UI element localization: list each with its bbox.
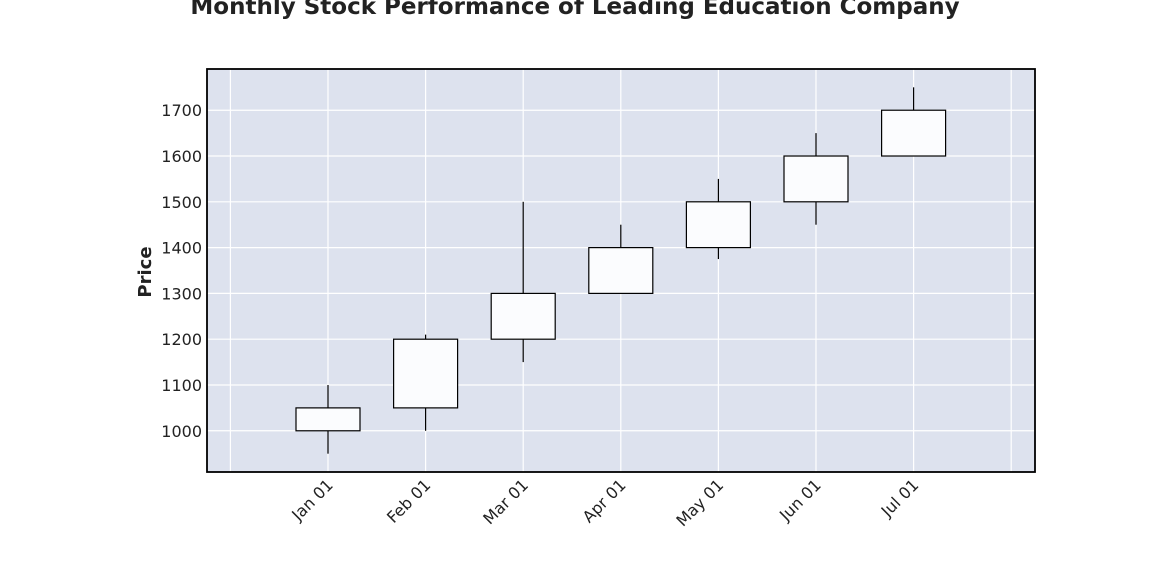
x-axis-ticks: Jan 01 Feb 01 Mar 01 Apr 01 May 01 Jun 01 Jul … [287, 475, 922, 530]
candle-body [685, 201, 752, 249]
x-tick-label: Jan 01 [287, 475, 337, 525]
y-tick-label: 1000 [161, 422, 202, 441]
chart-title: Monthly Stock Performance of Leading Edu… [190, 0, 960, 20]
x-tick-label: Mar 01 [479, 475, 532, 528]
plot-frame [206, 68, 1036, 473]
candle-body [295, 407, 361, 432]
y-tick-label: 1600 [161, 147, 202, 166]
x-tick-label: Apr 01 [579, 475, 630, 526]
candle-body [588, 247, 654, 294]
y-tick-label: 1700 [161, 101, 202, 120]
y-tick-label: 1400 [161, 239, 202, 258]
y-tick-label: 1100 [161, 376, 202, 395]
candle-body [880, 109, 947, 157]
x-tick-label: May 01 [672, 475, 727, 530]
candle-body [783, 155, 849, 203]
candle-body [490, 292, 556, 340]
x-tick-label: Feb 01 [383, 475, 434, 526]
y-tick-label: 1500 [161, 193, 202, 212]
candles [295, 87, 947, 454]
y-tick-label: 1200 [161, 330, 202, 349]
candle-body [393, 338, 459, 409]
y-axis-label: Price [135, 246, 156, 297]
x-tick-label: Jun 01 [775, 475, 825, 525]
y-tick-label: 1300 [161, 284, 202, 303]
x-tick-label: Jul 01 [877, 475, 923, 521]
y-axis-ticks: 1000 1100 1200 1300 1400 1500 1600 1700 [161, 101, 202, 441]
